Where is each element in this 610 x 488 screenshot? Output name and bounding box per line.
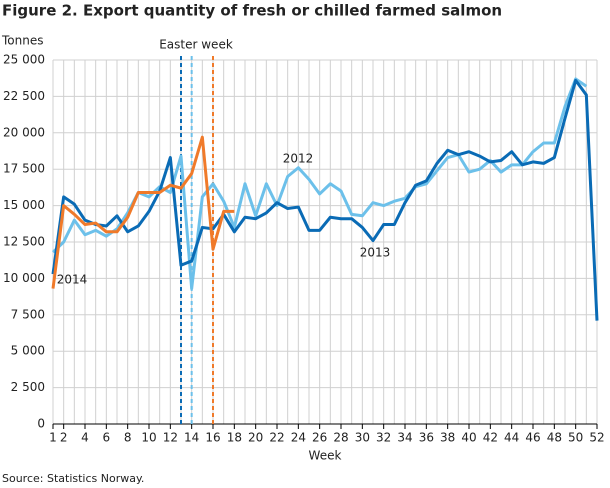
y-tick-label: 22 500 [3, 89, 45, 103]
y-tick-label: 25 000 [3, 53, 45, 67]
series-label: 2013 [360, 246, 391, 260]
y-axis-label: Tonnes [1, 34, 43, 48]
x-tick-label: 28 [333, 431, 348, 445]
x-tick-label: 24 [291, 431, 306, 445]
x-axis-label: Week [309, 449, 342, 463]
y-tick-label: 12 500 [3, 235, 45, 249]
source: Source: Statistics Norway. [2, 472, 144, 485]
x-tick-label: 50 [568, 431, 583, 445]
x-tick-label: 32 [376, 431, 391, 445]
series-line [51, 78, 599, 321]
x-tick-label: 26 [312, 431, 327, 445]
y-tick-label: 5 000 [11, 344, 45, 358]
x-tick-label: 38 [440, 431, 455, 445]
series-label: 2012 [283, 152, 314, 166]
x-tick-label: 18 [227, 431, 242, 445]
x-tick-label: 36 [419, 431, 434, 445]
y-tick-label: 15 000 [3, 198, 45, 212]
x-tick-label: 6 [103, 431, 111, 445]
x-tick-label: 12 [163, 431, 178, 445]
x-tick-label: 42 [483, 431, 498, 445]
y-tick-label: 0 [37, 417, 45, 431]
y-tick-label: 17 500 [3, 162, 45, 176]
x-tick-label: 40 [461, 431, 476, 445]
x-tick-label: 44 [504, 431, 519, 445]
chart-title: Figure 2. Export quantity of fresh or ch… [2, 2, 502, 20]
x-tick-label: 2 [60, 431, 68, 445]
x-tick-label: 8 [124, 431, 132, 445]
x-tick-label: 46 [525, 431, 540, 445]
y-tick-label: 7 500 [11, 307, 45, 321]
x-tick-label: 22 [269, 431, 284, 445]
x-tick-label: 48 [547, 431, 562, 445]
x-tick-label: 4 [81, 431, 89, 445]
series-label: 2014 [57, 273, 88, 287]
x-tick-label: 52 [589, 431, 604, 445]
x-tick-label: 34 [397, 431, 412, 445]
y-tick-label: 10 000 [3, 271, 45, 285]
y-tick-label: 20 000 [3, 125, 45, 139]
x-tick-label: 20 [248, 431, 263, 445]
x-tick-label: 10 [141, 431, 156, 445]
x-tick-label: 1 [49, 431, 57, 445]
x-tick-label: 30 [355, 431, 370, 445]
x-tick-label: 16 [205, 431, 220, 445]
series-line [51, 135, 235, 289]
easter-label: Easter week [159, 38, 233, 52]
y-tick-label: 2 500 [11, 380, 45, 394]
x-tick-label: 14 [184, 431, 199, 445]
